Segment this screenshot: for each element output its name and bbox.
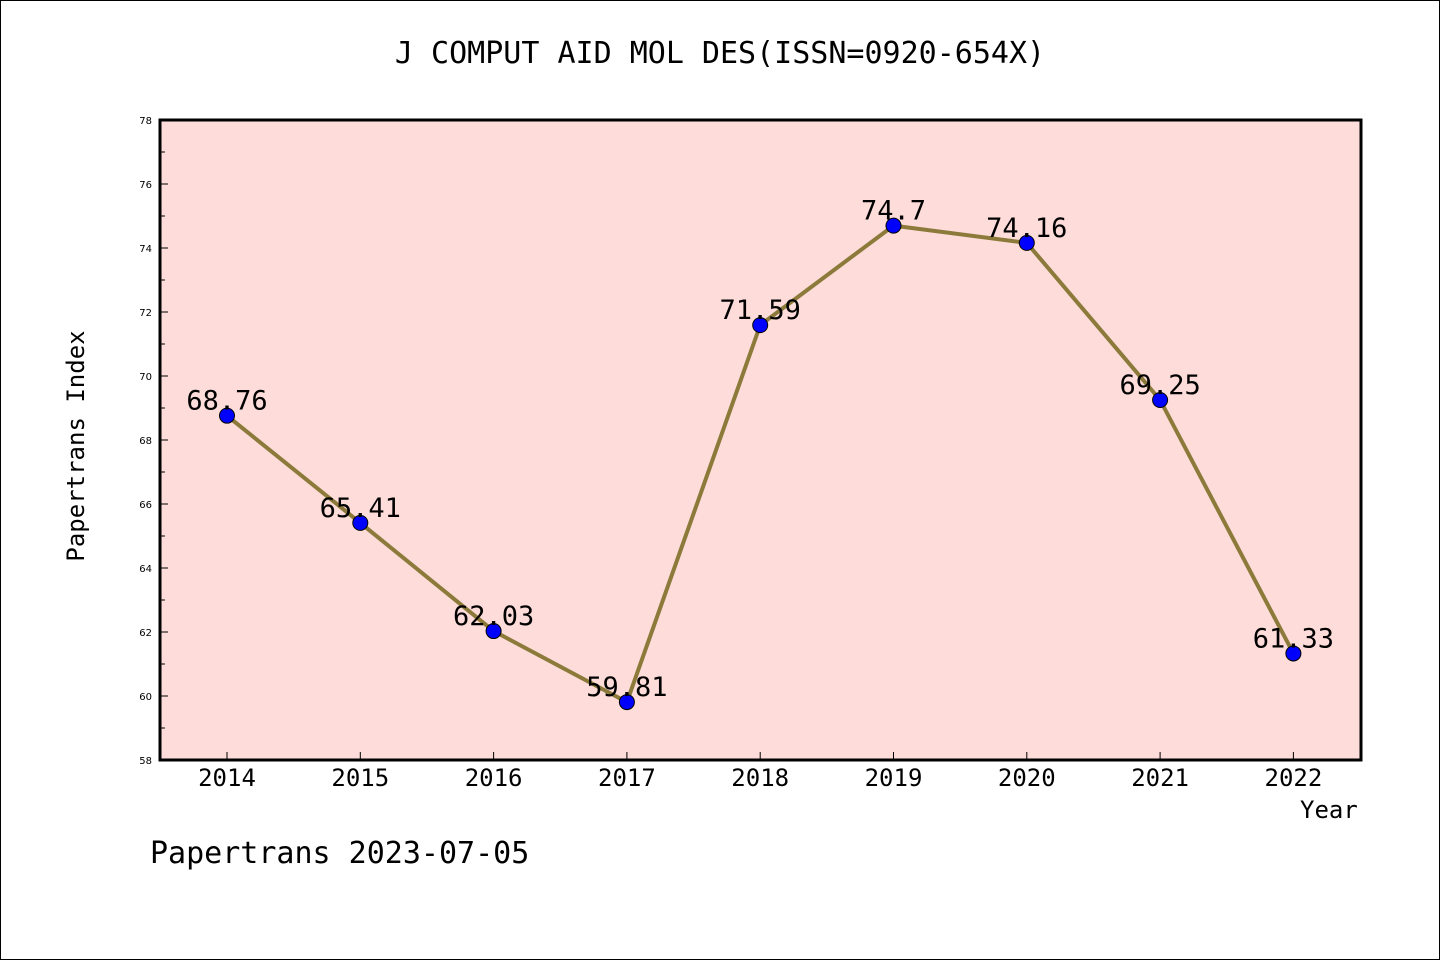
footer-text: Papertrans 2023-07-05 — [150, 836, 530, 871]
y-tick-label: 68 — [139, 436, 152, 447]
data-label: 62.03 — [453, 601, 534, 632]
data-label: 61.33 — [1253, 623, 1334, 654]
x-tick-label: 2020 — [998, 764, 1056, 792]
x-tick-label: 2021 — [1131, 764, 1189, 792]
data-point — [885, 217, 902, 234]
data-label: 68.76 — [186, 386, 267, 417]
x-tick-label: 2018 — [731, 764, 789, 792]
x-tick-label: 2014 — [198, 764, 256, 792]
y-tick-label: 66 — [139, 500, 152, 511]
x-tick-label: 2019 — [865, 764, 923, 792]
data-label: 74.7 — [861, 196, 926, 227]
data-label: 59.81 — [586, 672, 667, 703]
data-point — [219, 407, 235, 424]
chart-title: J COMPUT AID MOL DES(ISSN=0920-654X) — [394, 36, 1046, 71]
data-point — [618, 694, 635, 711]
data-label: 74.16 — [986, 213, 1067, 244]
plot-border — [158, 118, 1363, 762]
x-tick-label: 2016 — [465, 764, 523, 792]
x-tick-label: 2015 — [331, 764, 389, 792]
data-point — [485, 623, 502, 640]
y-tick-label: 78 — [139, 116, 152, 127]
y-tick-label: 62 — [139, 628, 152, 639]
data-label: 65.41 — [320, 493, 401, 524]
y-tick-label: 60 — [139, 692, 152, 703]
data-label: 71.59 — [720, 295, 801, 326]
data-point — [352, 514, 369, 531]
y-tick-label: 76 — [139, 180, 152, 191]
y-tick-label: 74 — [139, 244, 152, 255]
y-tick-label: 70 — [139, 372, 152, 383]
data-point — [1018, 234, 1035, 251]
x-axis-label: Year — [1300, 796, 1358, 824]
plot-area — [160, 120, 1361, 760]
data-point — [1152, 392, 1169, 408]
y-tick-label: 64 — [139, 564, 152, 575]
y-tick-label: 72 — [139, 308, 152, 319]
data-point — [1285, 645, 1302, 662]
x-tick-label: 2017 — [598, 764, 656, 792]
data-label: 69.25 — [1119, 370, 1200, 401]
markers — [219, 217, 1302, 711]
x-tick-label: 2022 — [1265, 764, 1323, 792]
data-point — [752, 317, 769, 334]
data-labels: 68.76 65.41 62.03 59.81 71.59 74.7 74.16 69.25 6… — [186, 196, 1334, 703]
y-tick-label: 58 — [139, 756, 152, 767]
